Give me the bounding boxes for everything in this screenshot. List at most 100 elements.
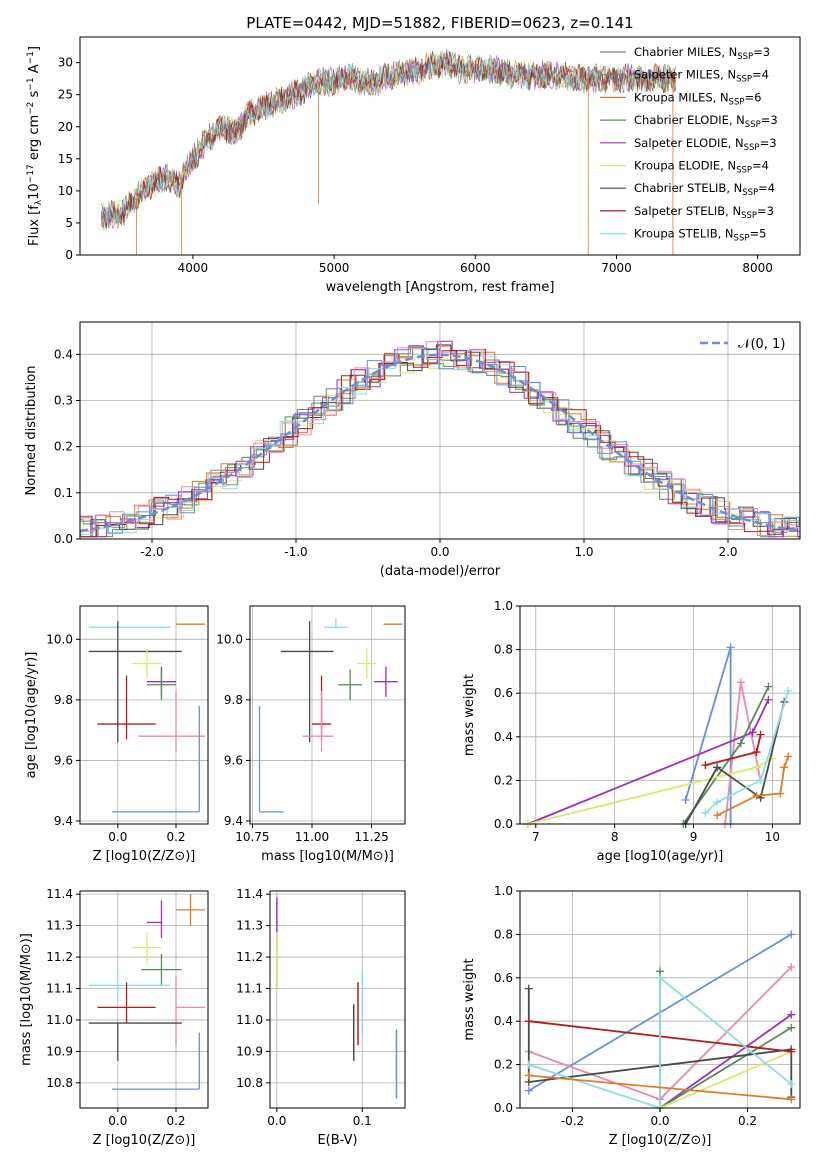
plus-marker [736, 739, 745, 748]
y-tick-label: 25 [58, 88, 73, 102]
plus-marker [787, 930, 796, 939]
weight-line [659, 971, 792, 1110]
data-point [175, 975, 206, 1046]
data-point [281, 621, 334, 743]
data-point [88, 621, 182, 743]
y-tick-label: 11.0 [46, 1013, 73, 1027]
y-tick-label: 0.6 [494, 971, 513, 985]
legend-sub: SSP [742, 188, 758, 198]
x-tick-label: 11.00 [295, 830, 329, 844]
ticks: -0.2 0.0 0.2 0.0 0.2 0.4 0.6 0.8 1.0 [494, 884, 757, 1128]
plot-area [88, 621, 206, 813]
y-tick-label: 5 [65, 216, 73, 230]
x-tick-label: 8 [611, 830, 619, 844]
y-tick-label: 10.9 [236, 1044, 263, 1058]
histogram-series [80, 347, 800, 534]
axes-frame [79, 890, 209, 1109]
plot-area [276, 897, 398, 1099]
x-tick-label: 0.2 [738, 1114, 757, 1128]
legend-label: Chabrier STELIB, N [634, 181, 742, 195]
data-point [146, 669, 176, 700]
data-point [141, 953, 182, 986]
y-axis-label: Flux [fλ10−17 erg cm−2 s−1 A−1] [26, 46, 44, 246]
plus-marker [787, 1047, 796, 1056]
y-tick-label: 9.4 [224, 814, 243, 828]
y-tick-label: 0.6 [494, 686, 513, 700]
x-tick-label: 10 [765, 830, 780, 844]
data-point [112, 705, 200, 813]
x-axis-label: age [log10(age/yr)] [597, 849, 724, 864]
plus-marker [784, 752, 793, 761]
plus-marker [681, 796, 690, 805]
plot-area [88, 894, 206, 1090]
data-point [302, 690, 334, 752]
plus-marker [713, 763, 722, 772]
y-axis-label: Normed distribution [24, 366, 39, 496]
legend-entry: Chabrier STELIB, NSSP=4 [634, 181, 775, 198]
legend-value: =3 [757, 204, 774, 218]
plot-area [523, 643, 793, 828]
y-tick-label: 9.6 [224, 753, 243, 767]
x-tick-label: 0.0 [108, 1114, 127, 1128]
figure-title: PLATE=0442, MJD=51882, FIBERID=0623, z=0… [246, 14, 633, 32]
histograms [80, 340, 800, 538]
legend-entry: Kroupa MILES, NSSP=6 [634, 90, 761, 107]
y-axis-label-part: s [27, 90, 42, 101]
legend-entry: Kroupa STELIB, NSSP=5 [634, 227, 766, 244]
x-tick-label: -0.2 [561, 1114, 584, 1128]
plus-marker [524, 1086, 533, 1095]
panel-2: 𝒩(0, 1) -2.0 -1.0 0.0 1.0 2.0 0.0 0.1 0.2 0.3 0.4 (… [24, 321, 801, 579]
y-axis-label-part: −17 [26, 164, 36, 183]
y-tick-label: 10 [58, 184, 73, 198]
y-tick-label: 9.8 [224, 693, 243, 707]
plot-area: 𝒩(0, 1) [80, 337, 800, 538]
legend-sub: SSP [744, 143, 760, 153]
legend-entry: Chabrier MILES, NSSP=3 [634, 45, 770, 62]
y-tick-label: 0.0 [54, 532, 73, 546]
x-tick-label: 6000 [460, 261, 491, 275]
ticks: 10.75 11.00 11.25 9.4 9.6 9.8 10.0 [216, 632, 389, 844]
y-axis-label-part: A [27, 64, 42, 77]
x-tick-label: 11.25 [354, 830, 388, 844]
y-tick-label: 0.4 [54, 347, 73, 361]
y-tick-label: 0.4 [494, 1014, 513, 1028]
x-tick-label: 0.0 [108, 830, 127, 844]
y-tick-label: 11.3 [236, 919, 263, 933]
plus-marker [776, 789, 785, 798]
plus-marker [780, 763, 789, 772]
plot-area [258, 618, 403, 813]
x-tick-label: 0.2 [166, 830, 185, 844]
x-tick-label: -1.0 [284, 545, 307, 559]
x-axis-label: wavelength [Angstrom, rest frame] [326, 280, 555, 295]
legend-label: Salpeter ELODIE, N [634, 136, 744, 150]
axes-frame [79, 321, 801, 540]
plus-marker [787, 1080, 796, 1089]
plus-marker [524, 1071, 533, 1080]
y-tick-label: 11.4 [46, 887, 73, 901]
spectrum-line [100, 51, 676, 229]
plus-marker [524, 1017, 533, 1026]
data-point [97, 675, 156, 740]
x-axis-label: Z [log10(Z/Z⊙)] [93, 1133, 196, 1148]
legend-entry: Chabrier ELODIE, NSSP=3 [634, 113, 778, 130]
spectra [100, 49, 676, 255]
y-tick-label: 11.2 [236, 950, 263, 964]
x-tick-label: 0.2 [166, 1114, 185, 1128]
histogram-series [80, 348, 800, 537]
panel-8: -0.2 0.0 0.2 0.0 0.2 0.4 0.6 0.8 1.0 Z [log10(Z/Z… [462, 884, 801, 1148]
y-tick-label: 1.0 [494, 599, 513, 613]
data-point [138, 690, 206, 752]
plus-marker [752, 763, 761, 772]
ticks: 7 8 9 10 0.0 0.2 0.4 0.6 0.8 1.0 [494, 599, 780, 844]
plus-marker [524, 984, 533, 993]
x-tick-label: 7 [532, 830, 540, 844]
y-tick-label: 0.1 [54, 486, 73, 500]
plus-marker [748, 728, 757, 737]
y-axis-label: mass weight [462, 674, 477, 756]
x-tick-label: 5000 [319, 261, 350, 275]
y-axis-label-part: erg cm [27, 115, 42, 164]
y-tick-label: 0.8 [494, 643, 513, 657]
legend-value: =5 [749, 227, 766, 241]
spectrum-line [100, 53, 676, 229]
